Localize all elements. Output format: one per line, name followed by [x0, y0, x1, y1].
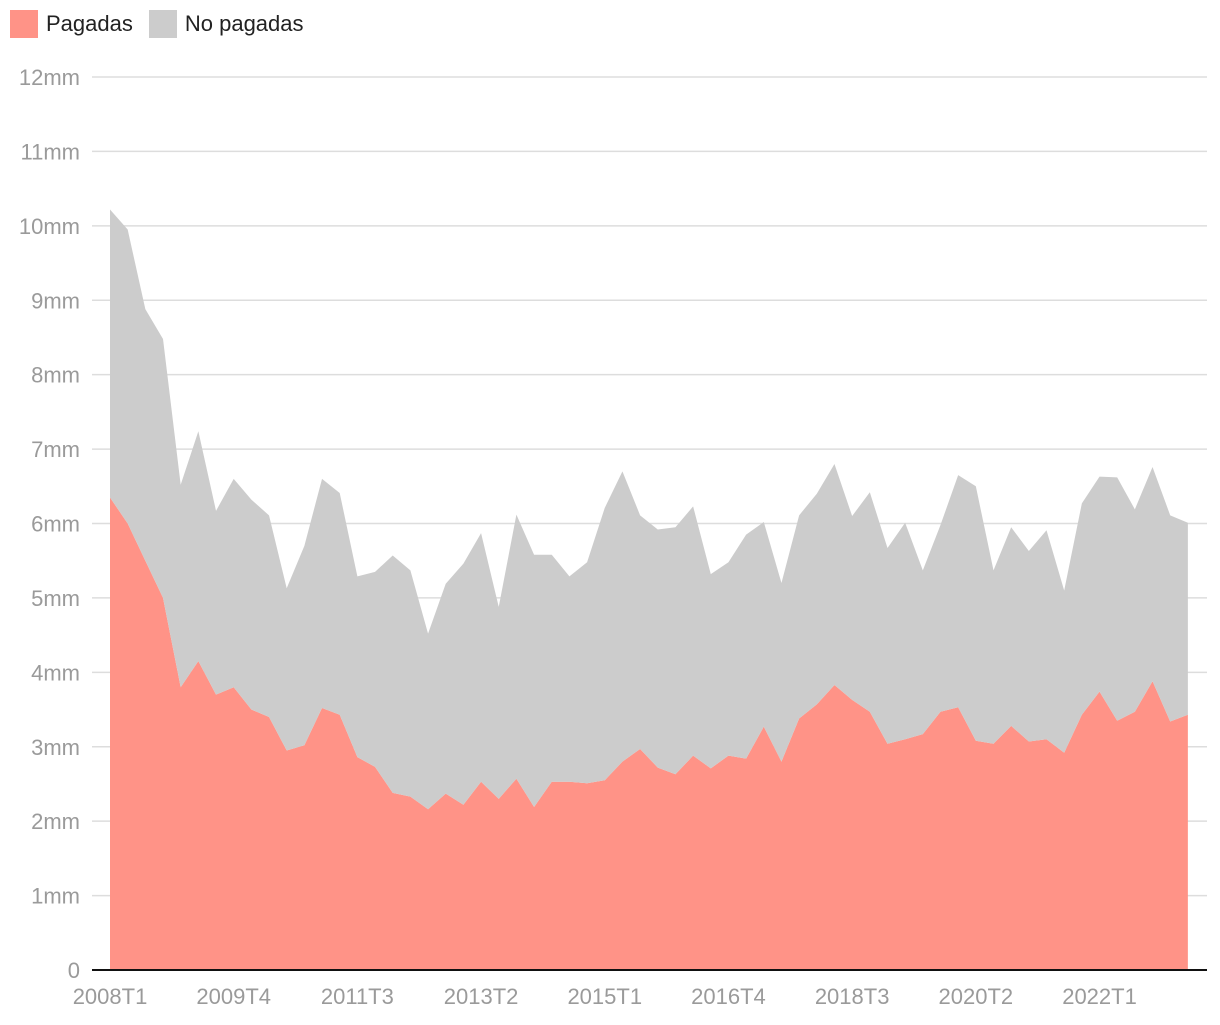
y-tick-label: 6mm	[31, 512, 80, 537]
y-tick-label: 9mm	[31, 288, 80, 313]
legend-swatch-no-pagadas	[148, 10, 177, 38]
y-tick-label: 11mm	[21, 139, 81, 164]
x-tick-label: 2016T4	[691, 984, 766, 1009]
x-tick-label: 2022T1	[1062, 984, 1137, 1009]
y-tick-label: 2mm	[31, 809, 80, 834]
legend-swatch-pagadas	[10, 10, 38, 38]
x-tick-label: 2011T3	[321, 984, 394, 1009]
x-tick-label: 2009T4	[196, 984, 271, 1009]
y-tick-label: 10mm	[19, 214, 80, 239]
y-tick-label: 1mm	[31, 884, 80, 909]
legend-label-pagadas: Pagadas	[46, 11, 133, 36]
y-tick-label: 3mm	[31, 735, 80, 760]
x-tick-label: 2008T1	[73, 984, 148, 1009]
y-tick-label: 12mm	[19, 65, 80, 90]
y-tick-label: 7mm	[31, 437, 80, 462]
legend: Pagadas No pagadas	[10, 10, 320, 38]
y-tick-label: 0	[68, 958, 80, 983]
x-tick-label: 2013T2	[444, 984, 519, 1009]
x-tick-label: 2020T2	[939, 984, 1014, 1009]
legend-item-pagadas[interactable]: Pagadas	[10, 10, 133, 38]
legend-label-no-pagadas: No pagadas	[184, 11, 304, 36]
x-tick-label: 2018T3	[815, 984, 890, 1009]
area-series-pagadas	[110, 497, 1188, 970]
area-series-no-pagadas	[110, 209, 1188, 810]
y-tick-label: 5mm	[31, 586, 80, 611]
x-tick-label: 2015T1	[567, 984, 642, 1009]
y-tick-label: 8mm	[31, 363, 80, 388]
y-tick-label: 4mm	[31, 660, 80, 685]
legend-item-no-pagadas[interactable]: No pagadas	[148, 10, 304, 38]
